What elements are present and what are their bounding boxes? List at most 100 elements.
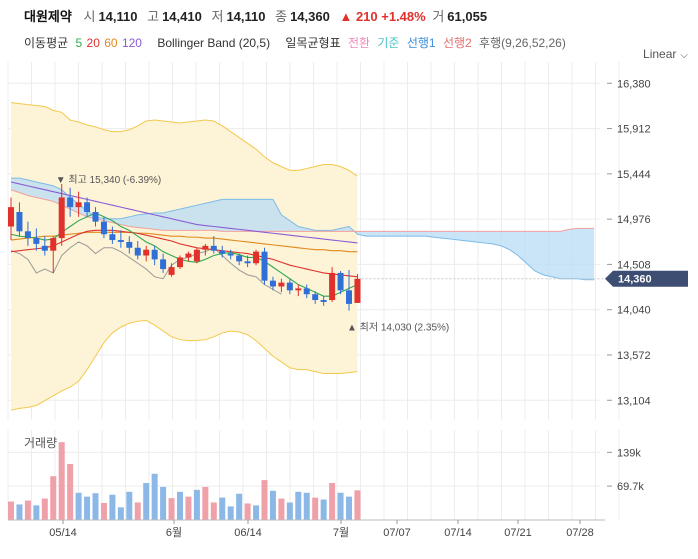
volume-bar xyxy=(253,505,260,520)
volume-bar xyxy=(92,493,99,520)
volume-bar xyxy=(227,506,234,520)
volume-bar xyxy=(210,502,217,520)
candle-body xyxy=(346,290,352,304)
price-summary: 대원제약 시 14,110 고 14,410 저 14,110 종 14,360 ▲ 2… xyxy=(24,6,493,25)
last-price-tag xyxy=(605,270,688,287)
volume-bar xyxy=(219,497,226,520)
candle-body xyxy=(50,238,57,251)
volume-bar xyxy=(24,500,31,520)
volume-bar xyxy=(8,501,14,520)
volume-bar xyxy=(50,476,57,520)
stock-name: 대원제약 xyxy=(24,9,72,24)
candle-body xyxy=(219,250,226,254)
scale-value: Linear xyxy=(643,47,677,61)
x-tick-label: 07/07 xyxy=(383,527,411,539)
candle-body xyxy=(33,238,40,244)
y-tick-label: 14,508 xyxy=(617,259,651,271)
volume-bar xyxy=(295,491,302,520)
volume-bar xyxy=(286,502,293,520)
volume-bar xyxy=(16,504,23,520)
candle-body xyxy=(337,272,344,291)
conversion-label: 전환 xyxy=(347,36,371,50)
volume-bar xyxy=(337,492,344,520)
volume-bar xyxy=(193,489,200,520)
candle-body xyxy=(117,240,124,242)
candle-body xyxy=(286,282,293,291)
volume-bar xyxy=(354,490,361,520)
x-tick-label: 05/14 xyxy=(49,527,77,539)
scale-dropdown[interactable]: Linear ⌵ xyxy=(643,47,688,61)
volume-tick-label: 69.7k xyxy=(617,481,644,493)
span2-label: 선행2 xyxy=(442,36,472,50)
candle-body xyxy=(109,234,116,241)
candle-body xyxy=(58,197,65,239)
bollinger-lower-line xyxy=(10,319,358,411)
quote-header: 대원제약 시 14,110 고 14,410 저 14,110 종 14,360 ▲ 2… xyxy=(0,0,698,61)
candle-body xyxy=(303,288,310,295)
candle-body xyxy=(261,251,268,281)
close-value: 14,360 xyxy=(290,9,330,24)
volume-bar xyxy=(100,502,107,520)
y-tick-label: 13,572 xyxy=(617,350,651,362)
candle-body xyxy=(236,255,243,262)
volume-bar xyxy=(303,492,310,520)
candle-body xyxy=(24,231,31,239)
volume-bar xyxy=(320,499,327,520)
lagging-label: 후행(9,26,52,26) xyxy=(479,36,566,50)
change-value: ▲ 210 +1.48% xyxy=(339,9,426,24)
volume-bar xyxy=(168,498,175,520)
ma20-label[interactable]: 20 xyxy=(86,36,100,50)
candle-body xyxy=(253,251,260,264)
candle-body xyxy=(354,278,361,303)
x-tick-label: 06/14 xyxy=(234,527,262,539)
y-tick-label: 15,912 xyxy=(617,124,651,136)
volume-bar xyxy=(84,496,91,520)
candle-body xyxy=(244,261,251,264)
candle-body xyxy=(41,245,48,251)
volume-value: 61,055 xyxy=(447,9,488,24)
high-value: 14,410 xyxy=(162,9,202,24)
volume-bar xyxy=(33,505,40,520)
ma120-label[interactable]: 120 xyxy=(121,36,142,50)
open-value: 14,110 xyxy=(98,9,138,24)
volume-bar xyxy=(202,486,209,520)
bollinger-label[interactable]: Bollinger Band (20,5) xyxy=(157,36,271,50)
volume-bar xyxy=(278,498,285,520)
ichimoku-label[interactable]: 일목균형표 xyxy=(285,36,341,50)
candle-body xyxy=(75,202,82,208)
volume-bar xyxy=(177,491,183,520)
x-tick-label: 07/28 xyxy=(566,527,594,539)
high-annotation: ▼ 최고 15,340 (-6.39%) xyxy=(56,174,162,186)
volume-bar xyxy=(151,473,158,520)
candle-body xyxy=(92,211,99,222)
volume-bar xyxy=(117,507,124,520)
y-tick-label: 15,444 xyxy=(617,169,651,181)
volume-bars xyxy=(8,442,361,520)
candle-body xyxy=(160,259,167,270)
candle-body xyxy=(100,221,107,235)
volume-bar xyxy=(58,442,65,520)
candle-body xyxy=(185,253,192,258)
ma-label[interactable]: 이동평균 xyxy=(24,36,69,50)
lagging-span-line xyxy=(10,241,282,295)
ma120-line xyxy=(10,181,358,244)
high-label: 고 xyxy=(147,9,160,24)
last-price-label: 14,360 xyxy=(618,274,652,286)
candle-body xyxy=(134,247,141,256)
volume-bar xyxy=(41,498,48,520)
x-tick-label: 6월 xyxy=(166,526,182,539)
y-tick-label: 14,976 xyxy=(617,214,651,226)
candle-body xyxy=(278,282,285,287)
candles xyxy=(8,183,361,311)
candle-body xyxy=(295,288,302,291)
x-tick-label: 7월 xyxy=(333,526,349,539)
candle-body xyxy=(269,280,276,287)
candle-body xyxy=(312,294,319,301)
volume-bar xyxy=(329,483,336,520)
ichimoku-cloud xyxy=(11,178,595,280)
ma5-label[interactable]: 5 xyxy=(75,36,83,50)
candle-body xyxy=(168,267,175,275)
volume-bar xyxy=(143,483,150,520)
ma60-label[interactable]: 60 xyxy=(104,36,118,50)
